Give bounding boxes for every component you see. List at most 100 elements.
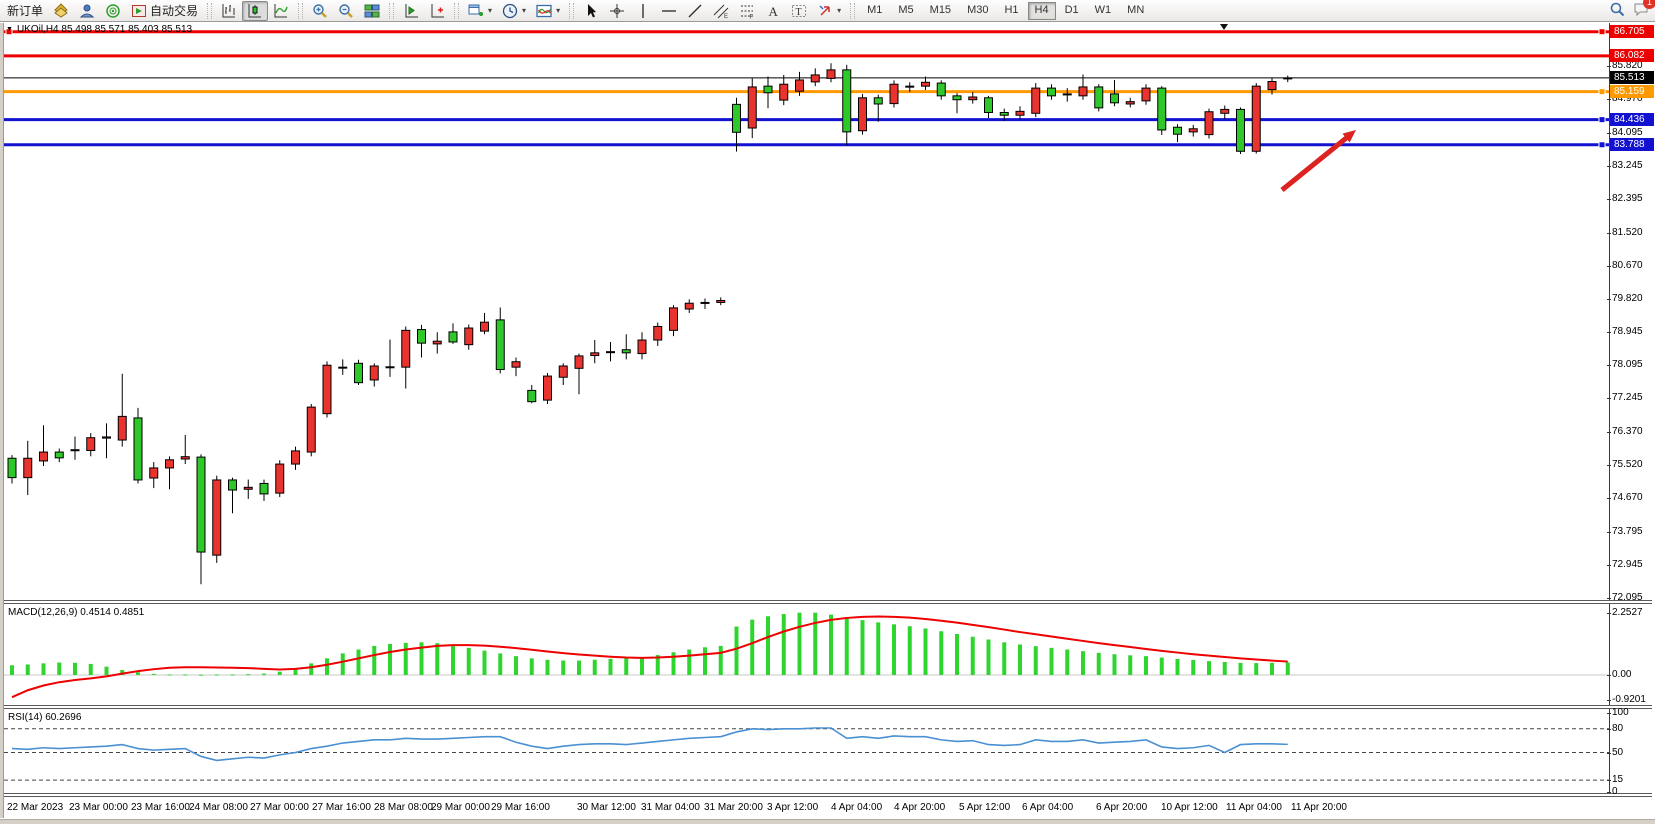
indicators-button[interactable]: ▾ [531, 1, 565, 21]
arrow-annotation[interactable] [1280, 130, 1356, 192]
price-tick: 83.245 [1607, 159, 1643, 171]
candle [858, 97, 867, 132]
candle [7, 457, 17, 479]
candlestick-chart-button[interactable] [242, 0, 269, 21]
macd-histogram-bar [907, 626, 912, 675]
macd-histogram-bar [262, 673, 266, 675]
chevron-down-icon[interactable]: ▾ [837, 6, 842, 15]
fibonacci-button[interactable]: F [734, 1, 760, 21]
chevron-down-icon[interactable]: ▾ [556, 6, 561, 15]
trendline-button[interactable] [682, 1, 708, 21]
chevron-down-icon[interactable]: ▾ [522, 6, 527, 15]
auto-scroll-button[interactable] [398, 1, 424, 21]
collapse-icon[interactable]: ▼ [6, 26, 13, 33]
macd-histogram-bar [167, 674, 172, 676]
search-button[interactable] [1609, 1, 1625, 20]
zoom-in-button[interactable] [307, 1, 333, 21]
candle [354, 362, 363, 384]
timeframe-m15[interactable]: M15 [929, 3, 952, 16]
text-button[interactable]: A [760, 1, 786, 21]
arrows-button[interactable]: ▾ [812, 1, 846, 21]
profile-button[interactable] [74, 1, 100, 21]
rsi-panel [4, 727, 1609, 781]
macd-histogram-bar [10, 665, 14, 675]
candle [1110, 93, 1119, 104]
profile-icon [79, 4, 95, 17]
layers-button[interactable] [48, 1, 74, 21]
toolbar-group [214, 0, 296, 22]
macd-histogram-bar [199, 674, 203, 676]
macd-histogram-bar [403, 642, 408, 675]
macd-histogram-bar [136, 672, 140, 675]
price-tick: 80.670 [1607, 259, 1643, 271]
signals-button[interactable] [100, 1, 126, 21]
line-handle[interactable] [1598, 141, 1606, 149]
candle [70, 449, 80, 452]
trendline-icon [688, 4, 702, 17]
macd-histogram-bar [120, 670, 125, 675]
price-badge-84.436: 84.436 [1610, 113, 1654, 127]
macd-histogram-bar [703, 647, 707, 675]
timeframe-m30[interactable]: M30 [967, 3, 989, 16]
macd-histogram-bar [1128, 655, 1133, 675]
zoom-out-button[interactable] [333, 1, 359, 21]
timeframe-m5[interactable]: M5 [898, 3, 914, 16]
tile-windows-button[interactable] [359, 1, 385, 21]
timeframe-h1[interactable]: H1 [1004, 3, 1019, 16]
line-handle[interactable] [1598, 28, 1606, 36]
horizontal-line-button[interactable] [656, 1, 682, 21]
cursor-button[interactable] [578, 1, 604, 21]
macd-histogram-bar [356, 649, 361, 675]
macd-histogram-bar [1238, 662, 1243, 675]
line-handle[interactable] [1598, 88, 1606, 96]
macd-histogram-bar [25, 664, 30, 675]
new-order-button[interactable]: 新订单 [2, 1, 48, 21]
vertical-line-button[interactable] [630, 1, 656, 21]
date-label: 11 Apr 04:00 [1226, 802, 1282, 813]
candle [243, 486, 253, 490]
line-handle[interactable] [1598, 116, 1606, 124]
main-price-plot [4, 24, 1609, 585]
macd-histogram-bar [419, 642, 424, 675]
macd-histogram-bar [955, 634, 959, 675]
svg-text:A: A [769, 4, 779, 19]
line-chart-button[interactable] [268, 1, 294, 21]
toolbar-right-group: 1 [1609, 0, 1655, 20]
candle [117, 415, 127, 441]
candle [133, 417, 143, 481]
panel-separator[interactable] [4, 793, 1652, 797]
candle [448, 331, 458, 343]
panel-separator[interactable] [4, 705, 1652, 709]
notification-badge: 1 [1643, 0, 1655, 9]
timeframe-h4[interactable]: H4 [1027, 1, 1056, 20]
macd-histogram-bar [750, 619, 755, 675]
channel-button[interactable]: E [708, 1, 734, 21]
macd-tick: 2.2527 [1607, 606, 1643, 618]
macd-histogram-bar [1049, 647, 1054, 675]
candle [1125, 101, 1135, 105]
new-chart-button[interactable]: ▾ [463, 1, 497, 21]
line-handle[interactable] [5, 28, 13, 36]
text-label-button[interactable]: T [786, 1, 812, 21]
crosshair-button[interactable] [604, 1, 630, 21]
timeframe-mn[interactable]: MN [1127, 3, 1145, 16]
period-button[interactable]: ▾ [497, 1, 531, 21]
autotrading-button[interactable]: 自动交易 [126, 1, 203, 21]
candlestick-chart-icon [248, 3, 262, 17]
bar-chart-button[interactable] [216, 1, 242, 21]
zoom-in-icon [313, 3, 327, 18]
macd-histogram-bar [183, 674, 188, 676]
crosshair-icon [610, 3, 625, 18]
chart-shift-button[interactable] [424, 1, 450, 21]
candle [1236, 108, 1245, 152]
candle [621, 349, 631, 354]
candle [889, 83, 899, 105]
timeframe-m1[interactable]: M1 [867, 3, 883, 16]
toolbar-group: E F A T ▾ [576, 0, 848, 22]
chevron-down-icon[interactable]: ▾ [488, 6, 493, 15]
timeframe-d1[interactable]: D1 [1064, 3, 1079, 16]
panel-separator[interactable] [4, 600, 1652, 604]
chat-button[interactable]: 1 [1633, 0, 1655, 20]
timeframe-w1[interactable]: W1 [1094, 3, 1112, 16]
price-tick: 78.095 [1607, 359, 1643, 371]
